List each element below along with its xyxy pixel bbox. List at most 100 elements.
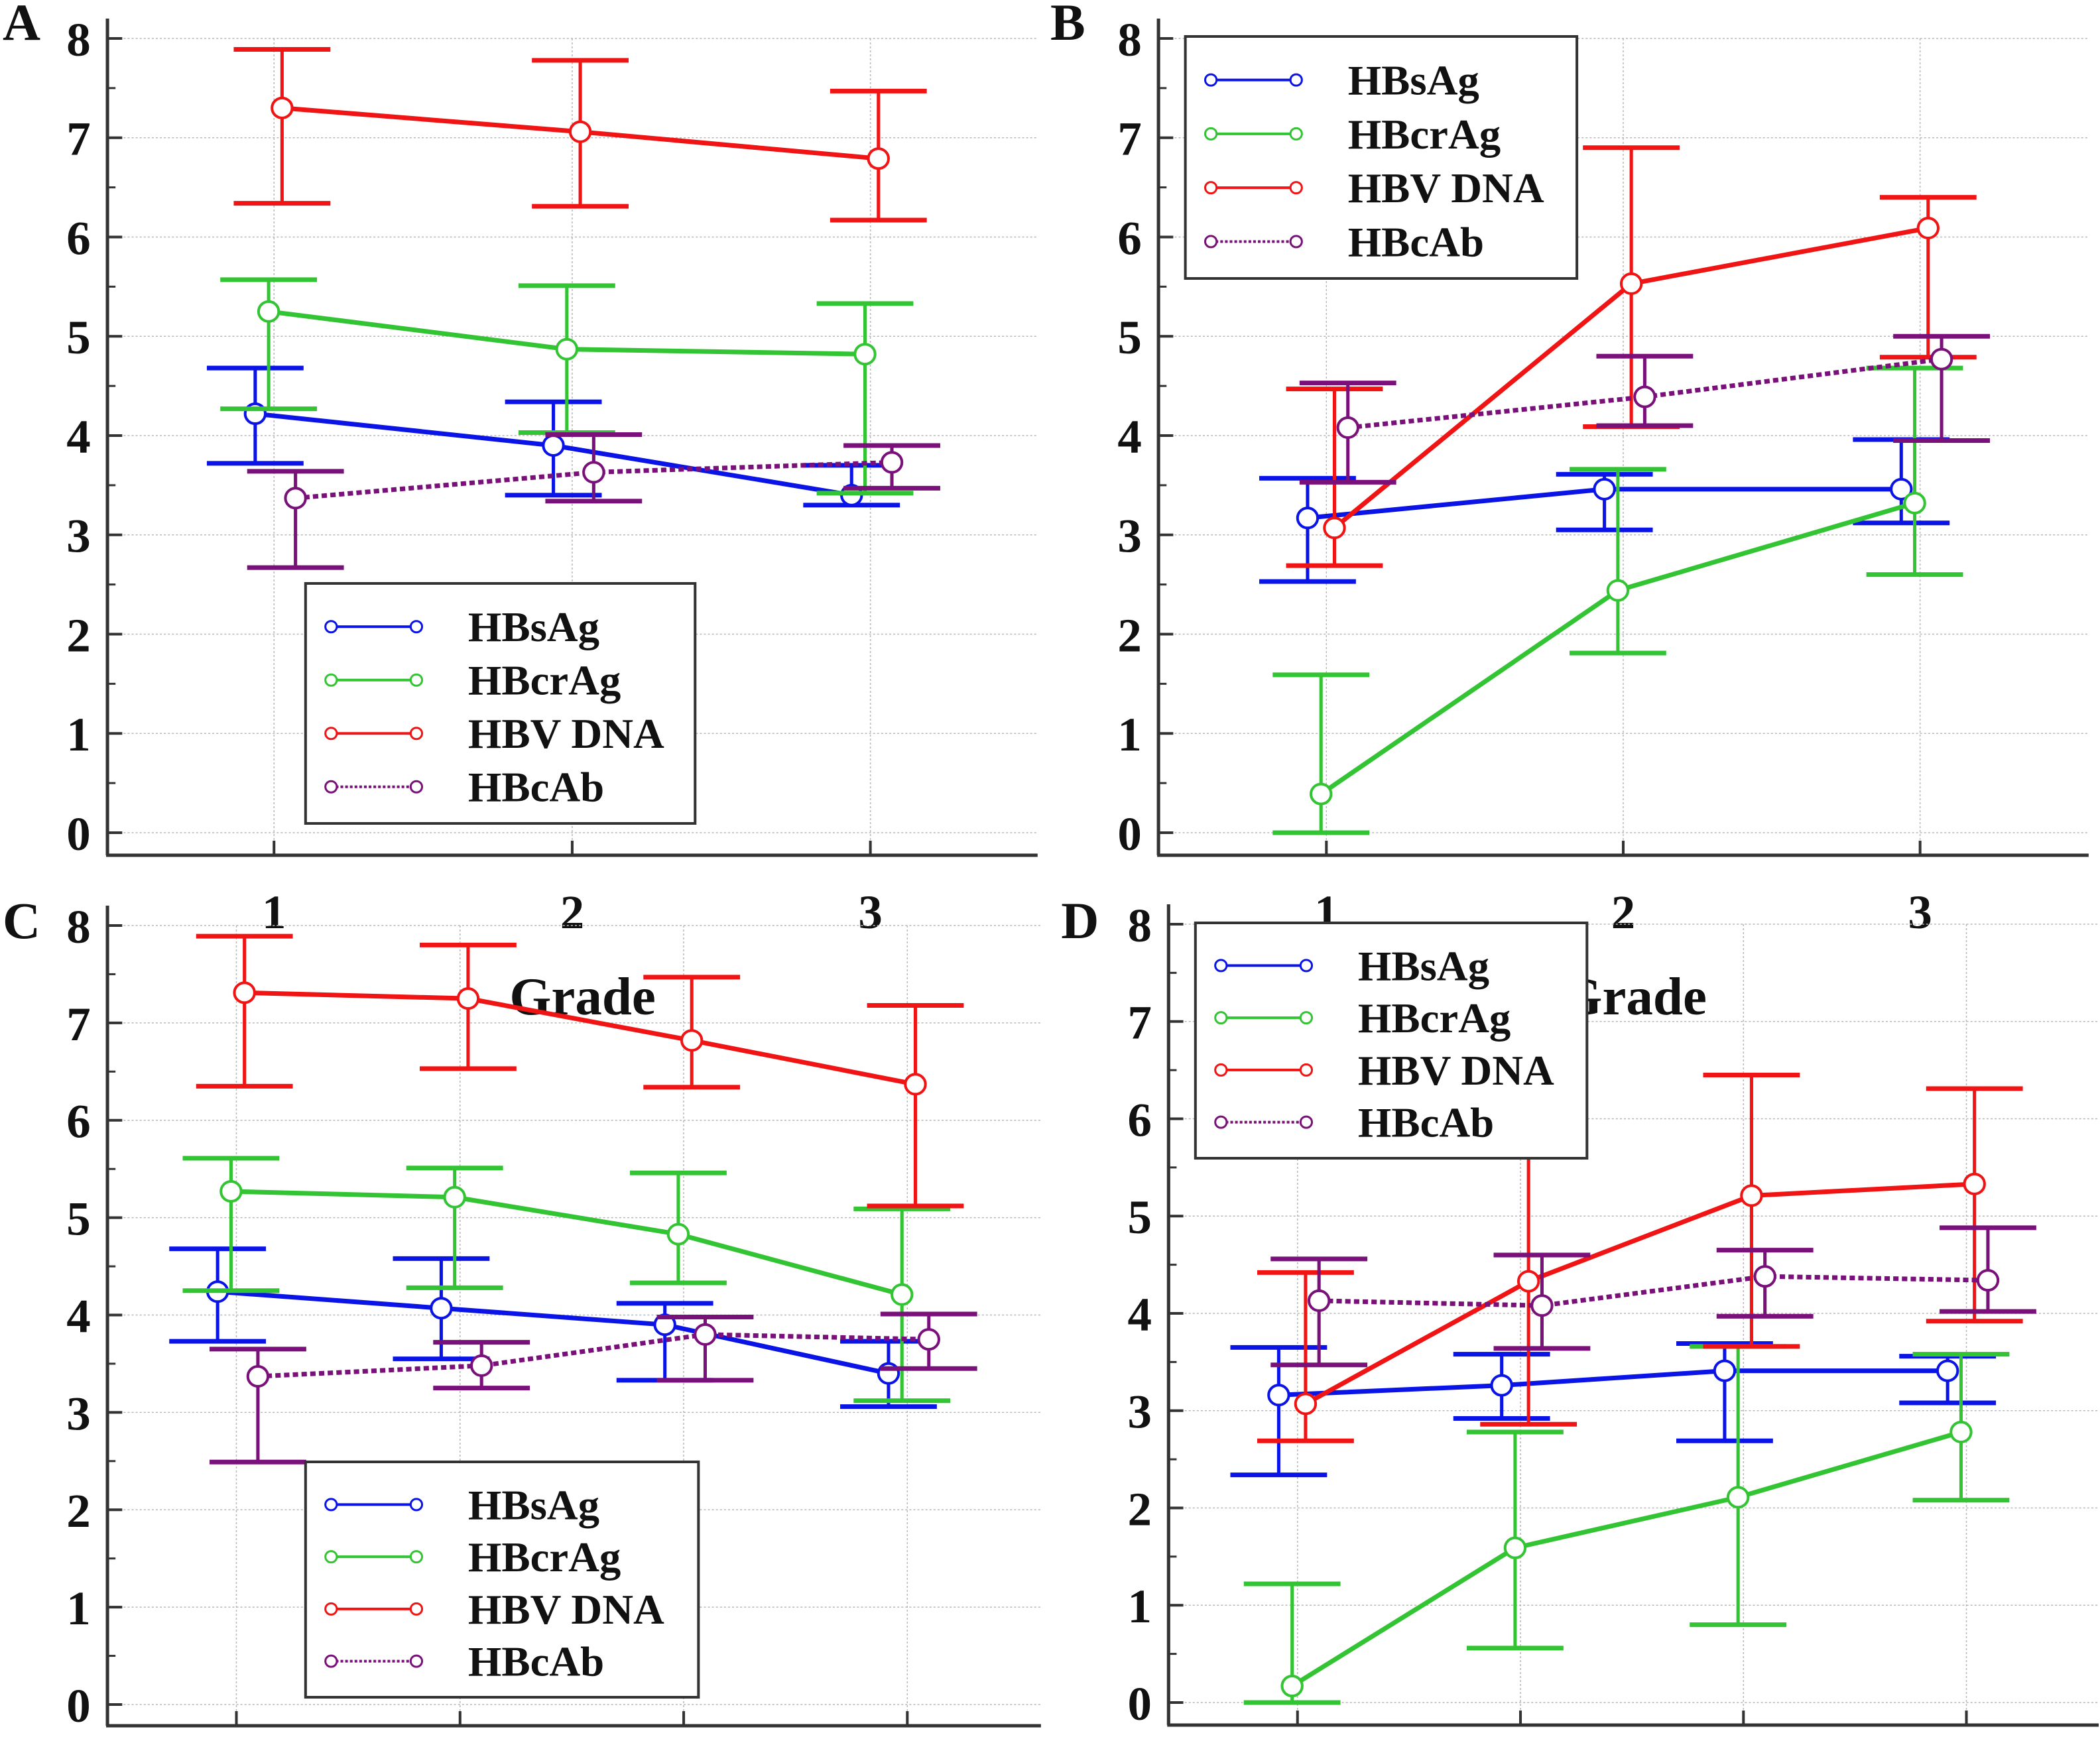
- legend-marker: [409, 1498, 424, 1512]
- legend-marker: [324, 1550, 338, 1564]
- legend-item: HBsAg: [324, 604, 599, 651]
- legend-marker: [1289, 73, 1303, 87]
- series-hbv-dna: [1286, 145, 1977, 568]
- legend-item: HBV DNA: [1204, 164, 1544, 211]
- data-point: [880, 451, 904, 474]
- data-point: [1296, 507, 1320, 530]
- legend-marker: [1214, 959, 1228, 973]
- legend-item: HBcrAg: [324, 657, 621, 704]
- y-tick-label: 7: [1117, 112, 1141, 165]
- y-tick-label: 4: [1128, 1288, 1152, 1341]
- legend-label: HBsAg: [468, 1482, 599, 1529]
- data-point: [246, 1365, 270, 1388]
- legend-marker: [324, 780, 338, 794]
- data-point: [1619, 272, 1643, 295]
- data-point: [1323, 516, 1346, 540]
- panel-label: D: [1061, 892, 1099, 949]
- y-tick-label: 7: [66, 997, 90, 1050]
- x-axis-label: Grade: [509, 967, 656, 1026]
- data-point: [271, 96, 294, 119]
- data-point: [1267, 1384, 1290, 1407]
- series-hbv-dna: [233, 46, 927, 223]
- data-point: [430, 1297, 453, 1320]
- y-tick-label: 3: [66, 509, 90, 562]
- legend-box: [1184, 35, 1579, 280]
- y-tick-label: 0: [1117, 807, 1141, 860]
- legend-marker: [324, 1498, 338, 1512]
- data-point: [1307, 1289, 1331, 1312]
- data-point: [904, 1073, 927, 1096]
- legend-marker: [324, 1654, 338, 1668]
- y-tick-label: 0: [1128, 1677, 1152, 1730]
- y-tick-label: 6: [1128, 1093, 1152, 1146]
- series-hbsag: [1259, 437, 1950, 584]
- data-point: [694, 1323, 717, 1346]
- y-tick-label: 0: [66, 807, 90, 860]
- y-tick-label: 0: [66, 1679, 90, 1732]
- series-hbcab: [247, 432, 940, 570]
- y-tick-label: 8: [1128, 898, 1152, 951]
- y-tick-label: 1: [1128, 1580, 1152, 1633]
- legend-item: HBcAb: [324, 764, 604, 811]
- data-point: [1903, 491, 1926, 514]
- legend-marker: [1214, 1063, 1228, 1077]
- data-point: [555, 337, 579, 361]
- legend-label: HBcrAg: [468, 657, 621, 704]
- legend-marker: [409, 1602, 424, 1616]
- data-point: [680, 1029, 704, 1052]
- legend-marker: [1299, 959, 1314, 973]
- series-hbv-dna: [196, 933, 964, 1209]
- legend-marker: [1214, 1011, 1228, 1025]
- legend-marker: [409, 673, 424, 687]
- data-point: [1753, 1265, 1776, 1288]
- data-point: [1336, 416, 1359, 440]
- legend-item: HBcrAg: [324, 1533, 621, 1581]
- legend-marker: [1204, 235, 1218, 249]
- series-line: [1304, 1181, 1975, 1406]
- legend-item: HBsAg: [324, 1482, 599, 1529]
- series-hbcrag: [182, 1156, 951, 1404]
- series-hbcab: [1270, 1225, 2036, 1368]
- x-tick-label: 1: [262, 885, 286, 938]
- data-point: [666, 1223, 690, 1246]
- data-point: [219, 1179, 243, 1203]
- data-point: [917, 1328, 940, 1351]
- y-tick-label: 8: [66, 900, 90, 953]
- series-line: [1319, 1274, 1989, 1308]
- y-tick-label: 6: [66, 1095, 90, 1148]
- legend-marker: [409, 727, 424, 741]
- legend-label: HBsAg: [1358, 943, 1489, 990]
- data-point: [1516, 1270, 1540, 1293]
- x-tick-label: 3: [1908, 885, 1932, 938]
- y-tick-label: 3: [66, 1387, 90, 1440]
- panel-c: C0123456781234StageHBsAgHBcrAgHBV DNAHBc…: [3, 892, 1041, 1732]
- legend-item: HBsAg: [1214, 943, 1489, 990]
- legend-marker: [324, 727, 338, 741]
- data-point: [582, 461, 605, 484]
- series-line: [257, 1332, 929, 1379]
- legend-marker: [1289, 235, 1303, 249]
- legend-marker: [1299, 1115, 1314, 1129]
- legend-label: HBsAg: [468, 604, 599, 651]
- series-line: [244, 990, 916, 1087]
- data-point: [233, 981, 256, 1004]
- series-hbsag: [169, 1246, 937, 1409]
- data-point: [1930, 347, 1953, 371]
- legend-label: HBcAb: [468, 1638, 604, 1685]
- data-point: [1890, 477, 1913, 501]
- legend-marker: [324, 673, 338, 687]
- data-point: [1713, 1359, 1737, 1382]
- y-tick-label: 2: [66, 609, 90, 662]
- legend-marker: [409, 1654, 424, 1668]
- legend-marker: [409, 1550, 424, 1564]
- series-line: [1278, 1368, 1948, 1398]
- legend-label: HBcAb: [468, 764, 604, 811]
- data-point: [1294, 1392, 1318, 1415]
- legend-box: [304, 582, 697, 825]
- series-hbcab: [209, 1311, 977, 1465]
